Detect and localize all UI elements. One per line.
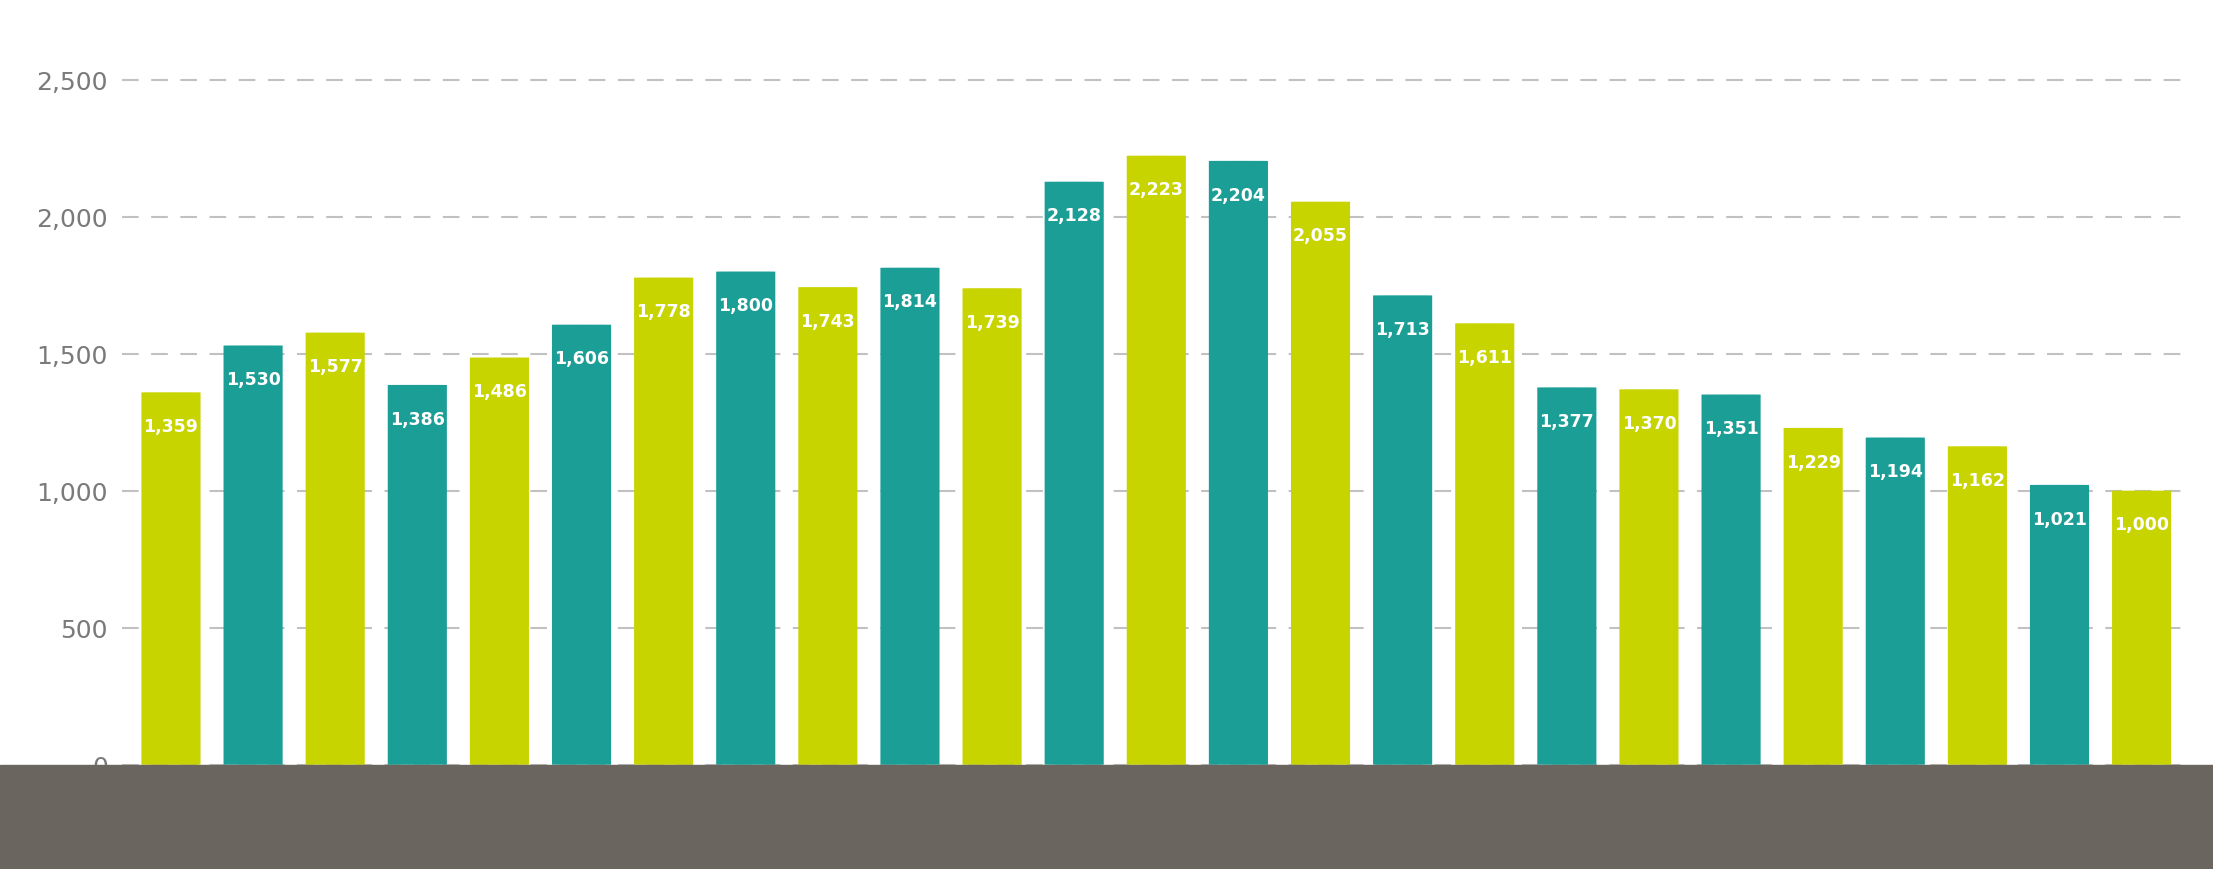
Text: 09/22: 09/22 xyxy=(1545,809,1589,825)
Text: 2,128: 2,128 xyxy=(1047,207,1102,225)
Text: 01/23: 01/23 xyxy=(1874,809,1916,825)
FancyBboxPatch shape xyxy=(1290,202,1350,765)
Text: 1,814: 1,814 xyxy=(883,293,938,311)
Text: 1,778: 1,778 xyxy=(637,303,690,321)
FancyBboxPatch shape xyxy=(1456,324,1514,765)
Text: 03/22: 03/22 xyxy=(1053,809,1095,825)
FancyBboxPatch shape xyxy=(963,289,1022,765)
Text: 1,386: 1,386 xyxy=(389,410,445,428)
Text: 10/22: 10/22 xyxy=(1627,809,1671,825)
Text: 1,162: 1,162 xyxy=(1950,472,2005,489)
Text: 1,606: 1,606 xyxy=(553,350,609,368)
Text: 03/23: 03/23 xyxy=(2038,809,2082,825)
Text: 11/22: 11/22 xyxy=(1708,809,1753,825)
Text: 1,351: 1,351 xyxy=(1704,420,1759,438)
FancyBboxPatch shape xyxy=(551,325,611,765)
FancyBboxPatch shape xyxy=(1947,447,2007,765)
FancyBboxPatch shape xyxy=(1126,156,1186,765)
FancyBboxPatch shape xyxy=(1620,390,1677,765)
Text: 04/23: 04/23 xyxy=(2120,809,2164,825)
Text: 05/21: 05/21 xyxy=(232,809,274,825)
Text: 11/21: 11/21 xyxy=(724,809,768,825)
Text: 1,577: 1,577 xyxy=(308,358,363,376)
Text: 08/22: 08/22 xyxy=(1463,809,1507,825)
Text: 1,530: 1,530 xyxy=(226,371,281,388)
Text: 1,229: 1,229 xyxy=(1786,453,1841,471)
Text: 1,743: 1,743 xyxy=(801,313,854,330)
Text: 02/22: 02/22 xyxy=(969,809,1014,825)
FancyBboxPatch shape xyxy=(387,386,447,765)
Text: 01/22: 01/22 xyxy=(887,809,932,825)
FancyBboxPatch shape xyxy=(2111,491,2171,765)
FancyBboxPatch shape xyxy=(1702,395,1762,765)
Text: 2,223: 2,223 xyxy=(1129,182,1184,199)
FancyBboxPatch shape xyxy=(1784,428,1843,765)
Text: 04/21: 04/21 xyxy=(148,809,193,825)
Text: 02/23: 02/23 xyxy=(1956,809,1998,825)
Text: 10/21: 10/21 xyxy=(642,809,686,825)
FancyBboxPatch shape xyxy=(1372,296,1432,765)
Text: 09/21: 09/21 xyxy=(560,809,604,825)
FancyBboxPatch shape xyxy=(881,269,941,765)
FancyBboxPatch shape xyxy=(305,333,365,765)
FancyBboxPatch shape xyxy=(1538,388,1596,765)
FancyBboxPatch shape xyxy=(469,358,529,765)
Text: 1,377: 1,377 xyxy=(1540,413,1593,431)
Text: 07/22: 07/22 xyxy=(1381,809,1425,825)
Text: 2,204: 2,204 xyxy=(1211,186,1266,204)
FancyBboxPatch shape xyxy=(142,393,201,765)
FancyBboxPatch shape xyxy=(1045,182,1104,765)
FancyBboxPatch shape xyxy=(1866,438,1925,765)
Text: 04/22: 04/22 xyxy=(1135,809,1177,825)
Text: 1,486: 1,486 xyxy=(471,383,527,401)
Text: 08/21: 08/21 xyxy=(478,809,522,825)
FancyBboxPatch shape xyxy=(799,288,856,765)
Text: 12/21: 12/21 xyxy=(806,809,850,825)
Text: 1,194: 1,194 xyxy=(1868,462,1923,481)
Text: 06/22: 06/22 xyxy=(1299,809,1343,825)
FancyBboxPatch shape xyxy=(2029,485,2089,765)
Text: 1,000: 1,000 xyxy=(2113,516,2169,534)
Text: 1,370: 1,370 xyxy=(1622,415,1675,433)
FancyBboxPatch shape xyxy=(1208,162,1268,765)
Text: 06/21: 06/21 xyxy=(314,809,356,825)
Text: 05/22: 05/22 xyxy=(1217,809,1259,825)
Text: 1,800: 1,800 xyxy=(719,297,772,315)
Text: 1,611: 1,611 xyxy=(1456,348,1511,367)
FancyBboxPatch shape xyxy=(717,272,775,765)
Text: 11/22: 11/22 xyxy=(1790,809,1835,825)
Text: 1,713: 1,713 xyxy=(1374,321,1430,339)
Text: 1,021: 1,021 xyxy=(2032,510,2087,528)
Text: 1,359: 1,359 xyxy=(144,418,199,435)
Text: 2,055: 2,055 xyxy=(1292,227,1348,245)
Text: 07/21: 07/21 xyxy=(396,809,438,825)
FancyBboxPatch shape xyxy=(224,346,283,765)
FancyBboxPatch shape xyxy=(635,278,693,765)
Text: 1,739: 1,739 xyxy=(965,314,1020,332)
